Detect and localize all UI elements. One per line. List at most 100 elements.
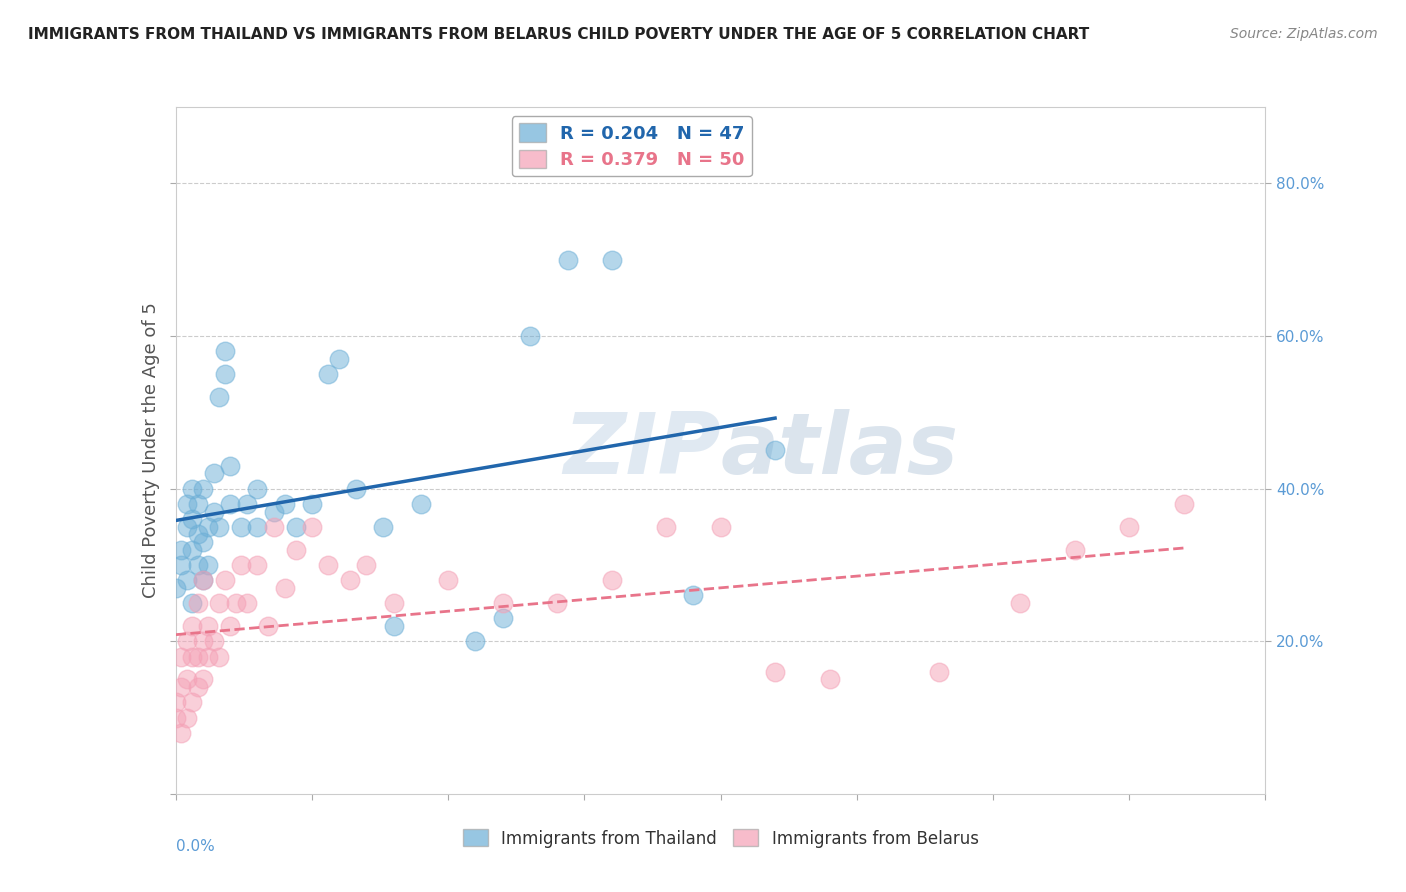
Point	[186, 558, 209, 572]
Point	[301, 520, 323, 534]
Point	[165, 695, 187, 709]
Point	[181, 596, 204, 610]
Point	[274, 581, 297, 595]
Point	[263, 504, 285, 518]
Point	[246, 520, 269, 534]
Point	[197, 619, 219, 633]
Point	[409, 497, 432, 511]
Point	[246, 482, 269, 496]
Point	[318, 367, 340, 381]
Point	[1173, 497, 1195, 511]
Point	[928, 665, 950, 679]
Point	[763, 665, 786, 679]
Point	[208, 390, 231, 404]
Point	[186, 680, 209, 694]
Text: ZIP: ZIP	[562, 409, 721, 492]
Point	[382, 596, 405, 610]
Point	[214, 367, 236, 381]
Point	[344, 482, 367, 496]
Point	[181, 649, 204, 664]
Point	[191, 673, 214, 687]
Point	[191, 573, 214, 587]
Text: 0.0%: 0.0%	[176, 838, 215, 854]
Point	[181, 619, 204, 633]
Y-axis label: Child Poverty Under the Age of 5: Child Poverty Under the Age of 5	[142, 302, 160, 599]
Point	[191, 634, 214, 648]
Point	[191, 573, 214, 587]
Point	[371, 520, 394, 534]
Point	[176, 573, 198, 587]
Point	[214, 344, 236, 359]
Point	[464, 634, 486, 648]
Point	[181, 695, 204, 709]
Point	[246, 558, 269, 572]
Point	[263, 520, 285, 534]
Text: Source: ZipAtlas.com: Source: ZipAtlas.com	[1230, 27, 1378, 41]
Point	[235, 596, 257, 610]
Point	[170, 726, 193, 740]
Point	[208, 520, 231, 534]
Point	[600, 252, 623, 267]
Point	[197, 649, 219, 664]
Point	[1118, 520, 1140, 534]
Point	[328, 351, 350, 366]
Point	[1063, 542, 1085, 557]
Point	[318, 558, 340, 572]
Point	[176, 497, 198, 511]
Point	[165, 710, 187, 724]
Point	[301, 497, 323, 511]
Text: IMMIGRANTS FROM THAILAND VS IMMIGRANTS FROM BELARUS CHILD POVERTY UNDER THE AGE : IMMIGRANTS FROM THAILAND VS IMMIGRANTS F…	[28, 27, 1090, 42]
Point	[710, 520, 733, 534]
Point	[208, 649, 231, 664]
Point	[165, 581, 187, 595]
Point	[557, 252, 579, 267]
Point	[225, 596, 247, 610]
Point	[186, 497, 209, 511]
Point	[170, 680, 193, 694]
Point	[339, 573, 361, 587]
Point	[284, 542, 307, 557]
Point	[181, 542, 204, 557]
Point	[197, 558, 219, 572]
Point	[170, 649, 193, 664]
Point	[219, 458, 242, 473]
Point	[202, 467, 225, 481]
Point	[191, 535, 214, 549]
Point	[191, 482, 214, 496]
Point	[170, 558, 193, 572]
Point	[257, 619, 280, 633]
Point	[356, 558, 378, 572]
Point	[600, 573, 623, 587]
Point	[176, 710, 198, 724]
Legend: Immigrants from Thailand, Immigrants from Belarus: Immigrants from Thailand, Immigrants fro…	[456, 822, 986, 855]
Point	[202, 634, 225, 648]
Text: atlas: atlas	[721, 409, 959, 492]
Point	[219, 497, 242, 511]
Point	[284, 520, 307, 534]
Point	[1010, 596, 1032, 610]
Point	[655, 520, 678, 534]
Point	[274, 497, 297, 511]
Point	[176, 634, 198, 648]
Point	[235, 497, 257, 511]
Point	[546, 596, 568, 610]
Point	[208, 596, 231, 610]
Point	[214, 573, 236, 587]
Point	[492, 611, 515, 625]
Point	[202, 504, 225, 518]
Point	[186, 649, 209, 664]
Point	[519, 329, 541, 343]
Point	[181, 482, 204, 496]
Point	[492, 596, 515, 610]
Point	[186, 596, 209, 610]
Point	[186, 527, 209, 541]
Point	[818, 673, 841, 687]
Point	[219, 619, 242, 633]
Point	[181, 512, 204, 526]
Point	[197, 520, 219, 534]
Point	[382, 619, 405, 633]
Point	[437, 573, 460, 587]
Point	[682, 589, 704, 603]
Point	[763, 443, 786, 458]
Point	[170, 542, 193, 557]
